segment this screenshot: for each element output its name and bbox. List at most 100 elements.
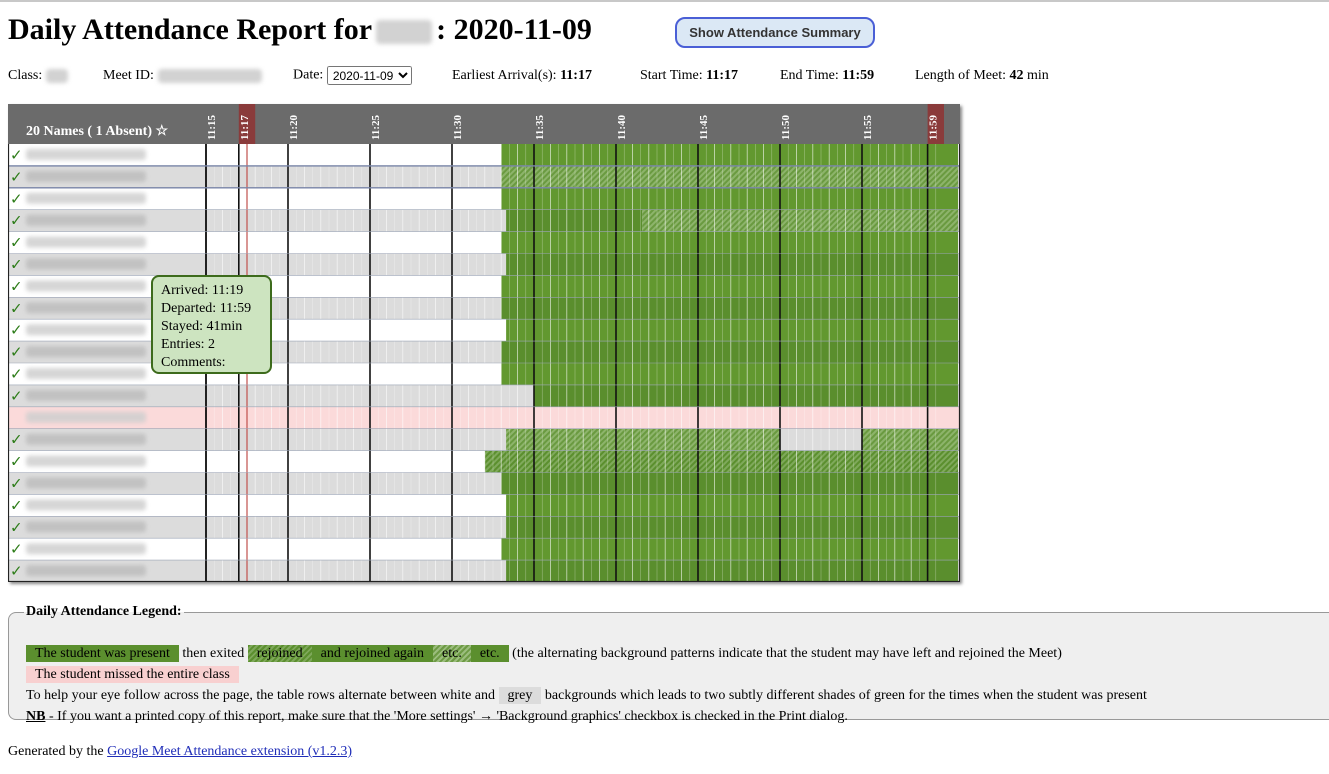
length-label: Length of Meet: [915,68,1006,83]
legend-nb-text: - If you want a printed copy of this rep… [48,709,848,724]
time-label-11-40: 11:40 [616,114,628,140]
present-check-icon: ✓ [10,431,23,449]
present-check-icon: ✓ [10,387,23,405]
redacted-student-name [26,258,146,270]
legend-missed-swatch: The student missed the entire class [26,666,239,683]
legend-line-nb: NB - If you want a printed copy of this … [26,709,848,725]
presence-bar [484,450,507,473]
redacted-student-name [26,565,146,577]
redacted-student-name [26,346,146,358]
presence-bar [501,165,958,188]
presence-bar [506,319,958,342]
redacted-meet-id [157,68,262,83]
legend-etc-swatch-2: etc. [470,645,509,662]
redacted-student-name [26,455,146,467]
legend-line-help: To help your eye follow across the page,… [26,687,1147,704]
attendance-grid-svg: 20 Names ( 1 Absent) ☆ 11:15 11:17 11:20 11:… [8,104,960,582]
time-label-11-55: 11:55 [862,114,874,140]
present-check-icon: ✓ [10,234,23,252]
grid-header-bg [8,104,960,144]
present-check-icon: ✓ [10,277,23,295]
redacted-student-name [26,236,146,248]
present-check-icon: ✓ [10,299,23,317]
presence-bar [506,560,958,582]
presence-bar [501,363,958,385]
footer-prefix: Generated by the [8,744,104,759]
redacted-student-name [26,389,146,401]
end-time-label: End Time: [780,68,839,83]
attendance-tooltip: Arrived: 11:19 Departed: 11:59 Stayed: 4… [151,275,272,374]
legend-line-missed: The student missed the entire class [26,666,239,683]
redacted-student-name [26,149,146,160]
present-check-icon: ✓ [10,562,23,580]
redacted-student-name [26,192,146,204]
present-check-icon: ✓ [10,168,23,186]
show-attendance-summary-button[interactable]: Show Attendance Summary [675,17,875,48]
redacted-student-name [26,521,146,533]
legend-rejoined-swatch: rejoined [247,645,312,662]
presence-bar [506,450,958,473]
top-border [0,0,1329,2]
redacted-student-name [26,324,146,336]
present-check-icon: ✓ [10,321,23,339]
attendance-grid: 20 Names ( 1 Absent) ☆ 11:15 11:17 11:20 11:… [8,104,960,582]
presence-bar [501,538,958,561]
redacted-student-name [26,170,146,182]
presence-bar [501,187,958,210]
earliest-arrival-label: Earliest Arrival(s): [452,68,557,83]
time-label-11-20: 11:20 [288,114,300,140]
tooltip-entries: Entries: 2 [161,337,216,352]
title-prefix: Daily Attendance Report for [8,13,373,46]
present-check-icon: ✓ [10,475,23,493]
tooltip-departed: Departed: 11:59 [161,301,252,316]
present-check-icon: ✓ [10,365,23,383]
redacted-student-name [26,214,146,226]
redacted-student-name [26,368,146,379]
present-check-icon: ✓ [10,453,23,471]
length-unit: min [1026,68,1049,83]
redacted-class-name [376,20,433,45]
present-check-icon: ✓ [10,190,23,208]
time-label-11-25: 11:25 [370,114,382,140]
header-highlight-11-59 [927,104,944,144]
time-label-11-35: 11:35 [534,114,546,140]
presence-bar [642,209,958,232]
redacted-class [46,68,69,83]
header-highlight-11-17 [238,104,256,144]
redacted-student-name [26,543,146,555]
class-info: Class: [8,68,69,84]
legend-help-suffix: backgrounds which leads to two subtly di… [544,688,1147,703]
tooltip-comments: Comments: [161,355,226,370]
time-label-11-15: 11:15 [206,114,218,140]
title-date: : 2020-11-09 [436,13,592,46]
legend-help-prefix: To help your eye follow across the page,… [26,688,496,703]
extension-link[interactable]: Google Meet Attendance extension (v1.2.3… [107,744,353,759]
legend-title: Daily Attendance Legend: [26,604,182,619]
present-check-icon: ✓ [10,518,23,536]
meet-id-info: Meet ID: [103,68,262,84]
legend-rejoined-again-swatch: and rejoined again [311,645,434,662]
presence-bar [501,341,958,363]
time-label-11-50: 11:50 [780,114,792,140]
presence-bar [501,472,958,495]
presence-bar [501,144,958,166]
presence-bar [506,494,958,517]
present-check-icon: ✓ [10,496,23,514]
earliest-arrival-value: 11:17 [560,68,592,83]
presence-bar [501,297,958,320]
grid-header-label: 20 Names ( 1 Absent) ☆ [26,123,168,139]
start-time-label: Start Time: [640,68,703,83]
legend-grey-swatch: grey [498,687,542,704]
presence-bar [506,428,780,451]
redacted-student-name [26,280,146,292]
legend-etc-swatch-1: etc. [433,645,471,662]
legend-nb: NB [26,709,46,724]
date-select[interactable]: 2020-11-09 [326,66,412,85]
length-value: 42 [1009,68,1024,83]
time-label-11-59: 11:59 [928,114,940,140]
start-time-value: 11:17 [706,68,739,83]
attendance-legend: Daily Attendance Legend: The student was… [8,604,1329,724]
redacted-student-name [26,477,146,489]
length-info: Length of Meet: 42 min [915,68,1049,84]
presence-bar [506,253,958,276]
